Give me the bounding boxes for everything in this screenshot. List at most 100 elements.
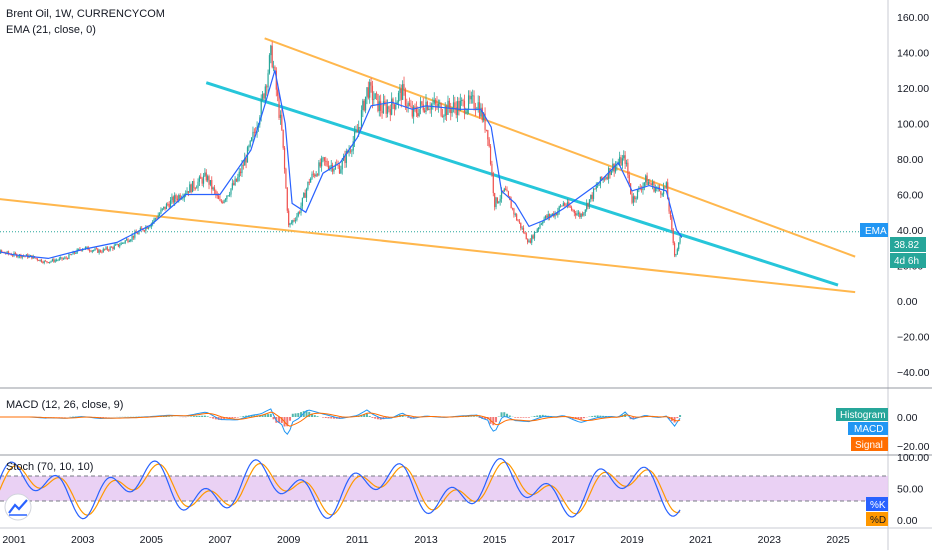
candle-body [491,163,493,174]
candle-body [564,203,566,206]
candle-body [404,89,406,106]
candle-body [572,209,574,211]
candle-body [562,203,564,206]
candle-body [323,157,325,161]
candle-body [223,200,225,203]
macd-histogram-bar [673,417,676,423]
candle-body [579,212,581,218]
candle-body [370,82,372,86]
candle-body [499,198,501,202]
candle-body [288,210,290,226]
candle-body [337,165,339,166]
candle-body [86,246,88,248]
candle-body [590,194,592,200]
candle-body [242,164,244,166]
stoch-y-tick: 0.00 [897,515,918,527]
candle-body [373,98,375,101]
candle-body [174,195,176,203]
candle-body [502,190,504,192]
candle-body [38,260,40,261]
macd-histogram-bar [258,415,261,417]
candle-body [362,100,364,111]
candle-body [367,87,369,98]
macd-histogram-bar [596,415,599,417]
candle-body [244,158,246,166]
macd-histogram-bar [278,417,281,423]
candle-body [57,260,59,261]
candle-body [132,235,135,238]
candle-body [224,199,227,201]
y-tick-label: 140.00 [897,48,929,60]
candle-body [598,184,600,186]
candle-body [220,200,222,202]
candle-body [668,199,670,212]
candle-body [676,249,678,255]
candle-body [154,218,157,220]
candle-body [402,84,404,100]
candle-body [71,254,73,256]
candle-body [583,212,585,216]
candle-body [511,208,514,210]
candle-body [36,258,38,261]
candle-body [528,240,530,243]
stoch-band [0,475,888,502]
candle-body [168,204,170,208]
candle-body [64,257,66,259]
macd-histogram-bar [401,414,404,417]
macd-histogram-bar [330,417,333,419]
candle-body [200,176,202,179]
candle-body [592,188,595,199]
x-tick-label: 2017 [552,534,576,546]
y-tick-label: 100.00 [897,119,929,131]
macd-histogram-bar [517,417,520,418]
candle-body [108,249,110,251]
x-tick-label: 2007 [208,534,232,546]
candle-body [209,180,211,185]
candle-body [348,150,350,153]
macd-histogram-bar [280,417,283,423]
macd-histogram-bar [602,415,605,417]
macd-histogram-bar [484,417,487,420]
macd-histogram-bar [99,417,102,418]
candle-body [216,194,218,196]
candle-body [161,208,163,210]
candle-body [97,248,99,253]
macd-histogram-bar [206,416,209,417]
candle-body [222,201,224,203]
countdown-tag: 4d 6h [890,253,926,268]
candle-body [270,45,272,56]
candle-body [95,248,97,250]
svg-text:EMA: EMA [865,226,887,237]
candle-body [646,175,648,186]
candle-body [219,199,221,201]
candle-body [176,198,179,201]
candle-body [673,243,676,256]
candle-body [360,110,363,128]
candle-body [498,201,500,203]
macd-histogram-tag: Histogram [836,408,888,421]
candle-body [672,229,674,244]
tradingview-logo[interactable] [4,493,32,521]
candle-body [378,101,380,111]
candle-body [277,89,279,96]
candle-body [678,242,680,250]
candle-body [631,193,633,203]
candle-body [332,164,334,172]
candle-body [605,177,607,180]
candle-body [469,95,471,100]
svg-text:4d 6h: 4d 6h [894,256,919,267]
candle-body [353,131,356,142]
candle-body [623,155,625,159]
macd-histogram-bar [668,417,671,420]
candle-body [299,212,301,214]
candle-body [635,198,637,200]
macd-histogram-bar [261,415,264,417]
candle-body [282,129,284,148]
macd-histogram-bar [503,412,506,417]
candle-body [514,214,516,216]
candle-body [594,188,596,190]
candle-body [171,196,173,201]
macd-histogram-bar [162,416,165,417]
candle-body [134,231,136,238]
